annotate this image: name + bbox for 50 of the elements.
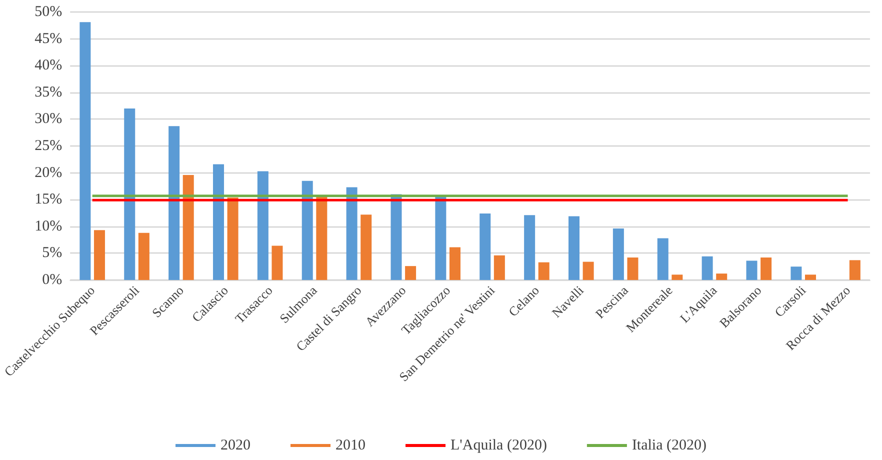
- legend-label: 2010: [336, 438, 366, 454]
- bar: [435, 196, 446, 280]
- bar: [302, 180, 313, 280]
- y-tick-label: 40%: [34, 58, 62, 74]
- bar: [80, 22, 91, 280]
- bar: [849, 260, 860, 280]
- y-tick-label: 15%: [34, 192, 62, 208]
- y-tick-label: 20%: [34, 164, 62, 181]
- bar: [716, 274, 728, 280]
- legend-label: 2020: [220, 438, 251, 454]
- bar: [138, 232, 150, 280]
- bar: [390, 194, 402, 280]
- bar: [449, 247, 460, 280]
- y-tick-label: 30%: [34, 111, 62, 128]
- legend-label: Italia (2020): [632, 438, 706, 454]
- bar: [212, 164, 224, 280]
- bar: [360, 214, 372, 280]
- y-tick-label: 10%: [34, 218, 62, 234]
- bar: [480, 214, 491, 280]
- bar: [124, 108, 136, 280]
- bar: [627, 257, 638, 280]
- bar: [746, 260, 758, 280]
- bar: [182, 174, 194, 280]
- bar: [405, 266, 416, 280]
- bar: [168, 126, 180, 280]
- bar: [760, 257, 772, 280]
- bar: [612, 228, 624, 280]
- bar: [657, 238, 668, 280]
- bar: [316, 196, 328, 280]
- bar: [94, 230, 105, 280]
- y-tick-label: 35%: [34, 84, 62, 100]
- legend-label: L'Aquila (2020): [450, 438, 547, 454]
- bar: [524, 215, 536, 280]
- bar: [702, 256, 713, 280]
- bar: [272, 246, 283, 280]
- y-tick-label: 45%: [34, 30, 62, 47]
- bar: [227, 197, 238, 280]
- y-tick-label: 0%: [42, 272, 62, 288]
- bar: [568, 216, 580, 280]
- bar: [804, 274, 816, 280]
- bar: [672, 274, 683, 280]
- y-tick-label: 25%: [34, 138, 62, 154]
- bar: [582, 262, 594, 280]
- bar: [790, 266, 802, 280]
- y-tick-label: 5%: [42, 245, 62, 262]
- bar: [257, 171, 268, 280]
- bar: [538, 262, 550, 280]
- bar: [346, 187, 358, 280]
- bar: [494, 255, 505, 280]
- y-tick-label: 50%: [34, 4, 62, 20]
